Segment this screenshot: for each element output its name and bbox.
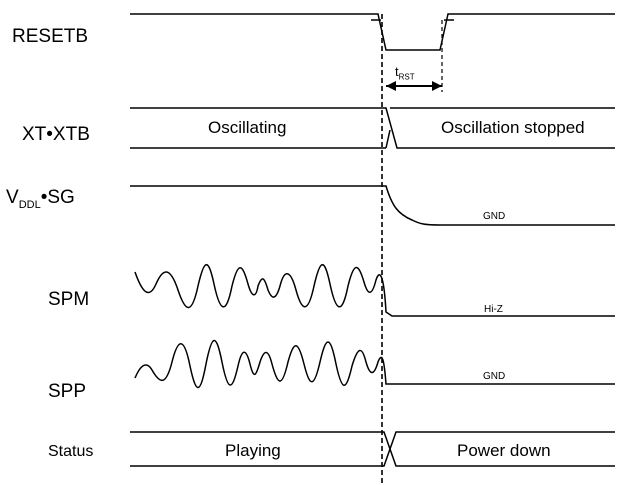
spm-hiz-label: Hi-Z (484, 304, 503, 315)
label-vddl-sg: VDDL•SG (6, 187, 75, 211)
state-oscillating: Oscillating (208, 118, 287, 137)
label-vddl-sub: DDL (18, 198, 41, 211)
label-vddl-main: V (6, 187, 19, 208)
trst-label: tRST (395, 64, 415, 82)
label-spp: SPP (48, 381, 87, 402)
xt-bus-top (130, 107, 615, 149)
trst-arrowhead-left (386, 81, 396, 91)
label-status: Status (48, 443, 94, 460)
status-bus-bottom (130, 431, 615, 467)
resetb-waveform (130, 13, 615, 51)
state-power-down: Power down (457, 441, 551, 460)
spp-waveform (134, 339, 615, 388)
label-vddl-rest: •SG (40, 187, 75, 208)
vddl-gnd-label: GND (483, 211, 506, 222)
vddl-waveform (130, 185, 615, 226)
label-resetb: RESETB (12, 26, 89, 47)
state-oscillation-stopped: Oscillation stopped (441, 118, 585, 137)
trst-main: t (395, 64, 399, 79)
spp-gnd-label: GND (483, 371, 506, 382)
xt-bus-cross (385, 129, 391, 149)
spm-waveform (134, 264, 615, 317)
label-spm: SPM (48, 289, 90, 310)
label-xt-xtb: XT•XTB (22, 124, 90, 145)
trst-sub: RST (398, 72, 415, 82)
state-playing: Playing (225, 441, 281, 460)
trst-arrowhead-right (432, 81, 442, 91)
